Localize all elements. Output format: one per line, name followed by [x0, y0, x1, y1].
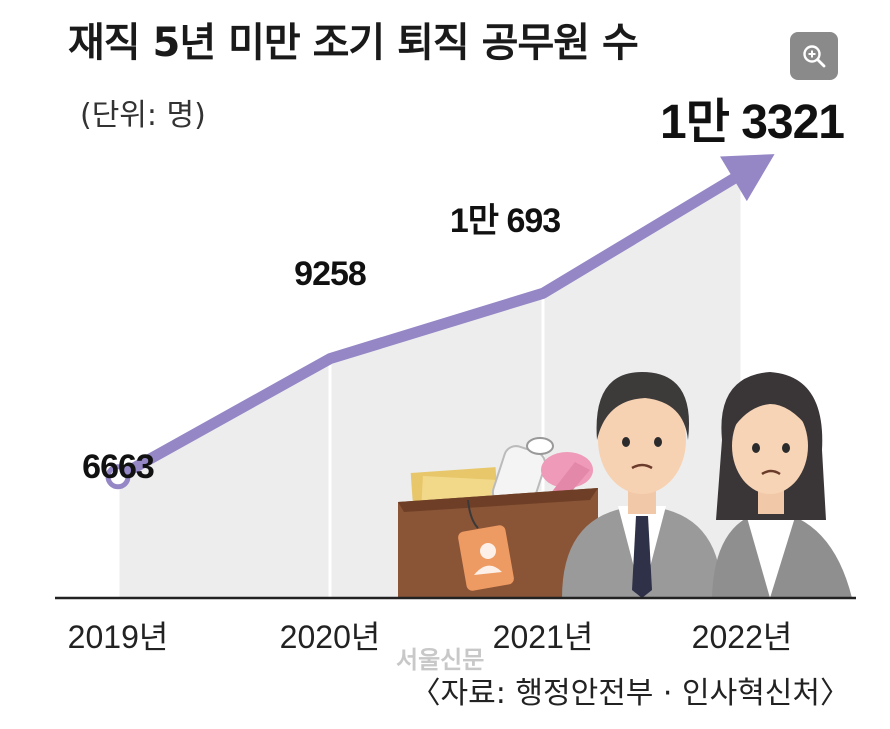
source-note: 〈자료: 행정안전부 · 인사혁신처〉 — [410, 676, 850, 711]
trend-arrow-head — [720, 154, 775, 202]
tick-label-2: 2020년 — [280, 619, 381, 655]
data-label-4: 1만 3321 — [660, 96, 844, 149]
tick-label-4: 2022년 — [692, 619, 793, 655]
illustration — [398, 372, 852, 598]
data-label-1: 6663 — [82, 448, 154, 486]
chart-title: 재직 5년 미만 조기 퇴직 공무원 수 — [68, 20, 639, 66]
zoom-in-icon — [803, 45, 826, 68]
male-office-worker — [562, 372, 722, 598]
female-office-worker — [712, 372, 852, 598]
watermark: 서울신문 — [396, 646, 485, 674]
data-point-2019 — [105, 464, 131, 490]
tick-label-1: 2019년 — [68, 619, 169, 655]
zoom-button[interactable] — [790, 32, 838, 80]
area-band-1 — [118, 358, 330, 598]
document-box — [398, 437, 598, 598]
tick-label-3: 2021년 — [493, 619, 594, 655]
data-label-3: 1만 693 — [450, 202, 560, 240]
unit-label: (단위: 명) — [80, 98, 206, 133]
series-line — [112, 166, 751, 483]
data-label-2: 9258 — [294, 255, 366, 293]
